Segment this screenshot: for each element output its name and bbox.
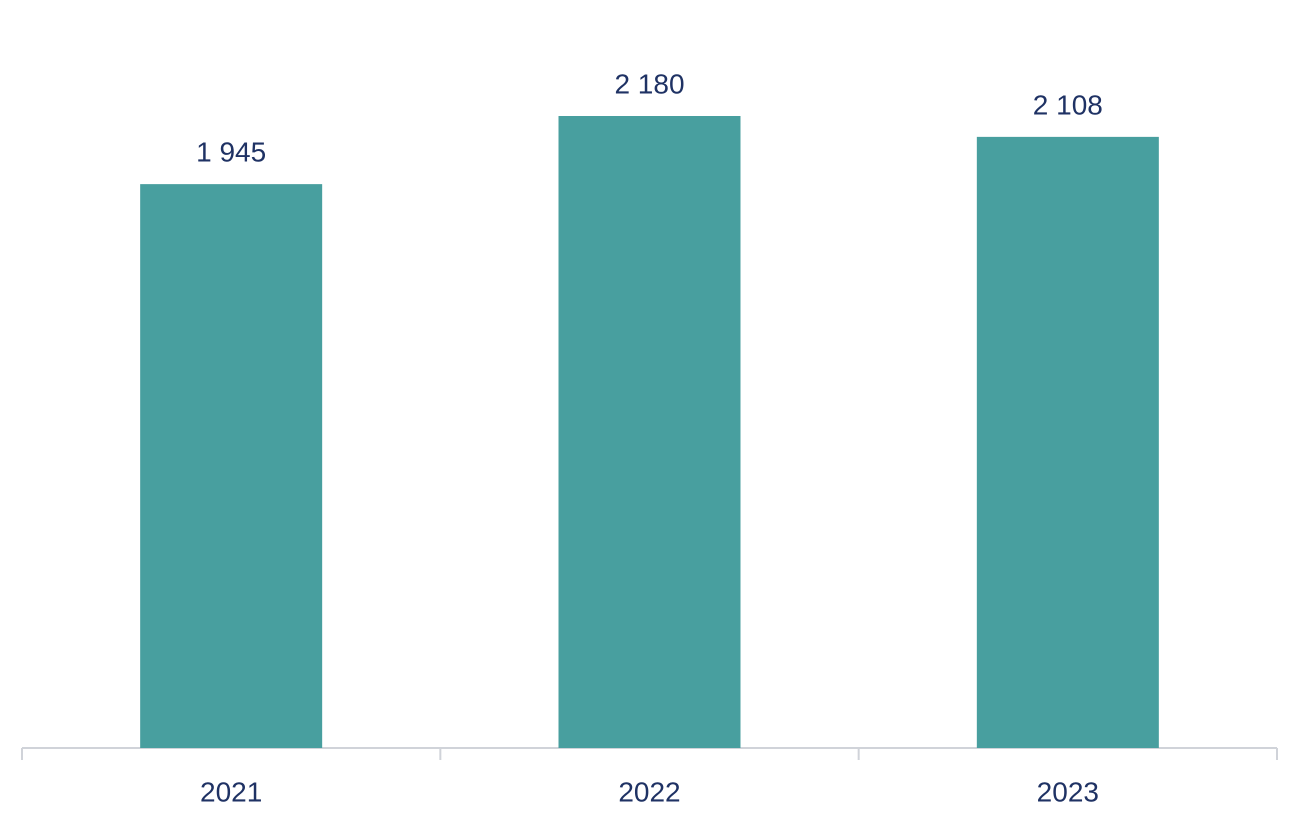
bar — [140, 184, 323, 749]
x-tick-label: 2023 — [1037, 776, 1099, 807]
value-label: 2 180 — [614, 68, 684, 99]
bar — [976, 136, 1159, 748]
value-label: 2 108 — [1033, 89, 1103, 120]
x-tick-label: 2021 — [200, 776, 262, 807]
x-tick-label: 2022 — [618, 776, 680, 807]
bar — [558, 116, 741, 748]
value-label: 1 945 — [196, 137, 266, 168]
